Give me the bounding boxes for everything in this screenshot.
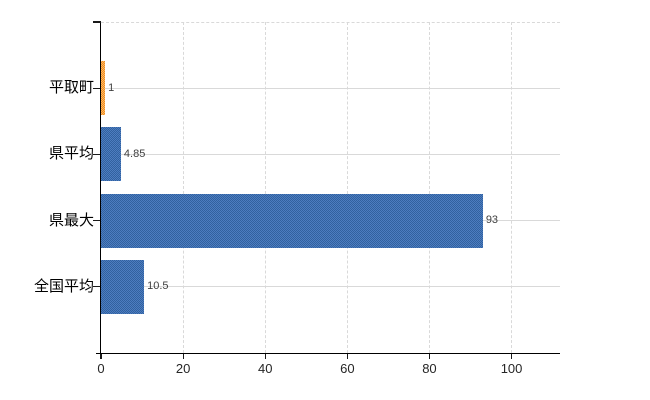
x-tick-mark <box>510 354 513 359</box>
gridline-h <box>101 153 560 155</box>
value-label: 93 <box>485 214 499 227</box>
y-tick-mark <box>93 219 100 222</box>
gridline-h <box>101 286 560 288</box>
bar-1 <box>101 127 121 182</box>
x-tick-mark <box>182 354 184 359</box>
x-tick-label: 40 <box>257 361 273 376</box>
x-tick-label: 80 <box>422 361 437 376</box>
bar-0 <box>101 61 106 116</box>
y-axis-end-tick <box>93 21 101 23</box>
value-label: 4.85 <box>123 147 146 160</box>
x-tick-mark <box>428 354 431 359</box>
category-label: 県最大 <box>48 211 94 229</box>
plot-top-border <box>101 21 560 23</box>
category-label: 県平均 <box>48 145 94 163</box>
x-tick-label: 60 <box>340 361 355 376</box>
x-tick-mark <box>346 354 348 359</box>
x-tick-mark <box>100 354 102 359</box>
gridline-v <box>264 22 266 353</box>
x-tick-mark <box>264 354 266 359</box>
x-axis-line <box>96 353 560 355</box>
gridline-v <box>346 22 348 353</box>
x-tick-label: 20 <box>175 361 191 376</box>
category-label: 全国平均 <box>33 277 94 295</box>
y-axis-line <box>99 22 101 354</box>
gridline-v <box>511 22 513 353</box>
value-label: 1 <box>108 81 115 94</box>
plot-area <box>101 22 560 353</box>
x-tick-label: 100 <box>500 361 523 376</box>
bar-3 <box>101 259 145 314</box>
value-label: 10.5 <box>147 280 169 293</box>
category-label: 平取町 <box>48 79 94 97</box>
gridline-v <box>428 22 430 353</box>
bar-2 <box>101 193 483 248</box>
y-tick-mark <box>93 87 100 89</box>
y-tick-mark <box>93 286 100 288</box>
y-tick-mark <box>93 153 100 155</box>
gridline-h <box>101 87 560 89</box>
x-tick-label: 0 <box>97 361 105 376</box>
gridline-v <box>182 22 184 353</box>
